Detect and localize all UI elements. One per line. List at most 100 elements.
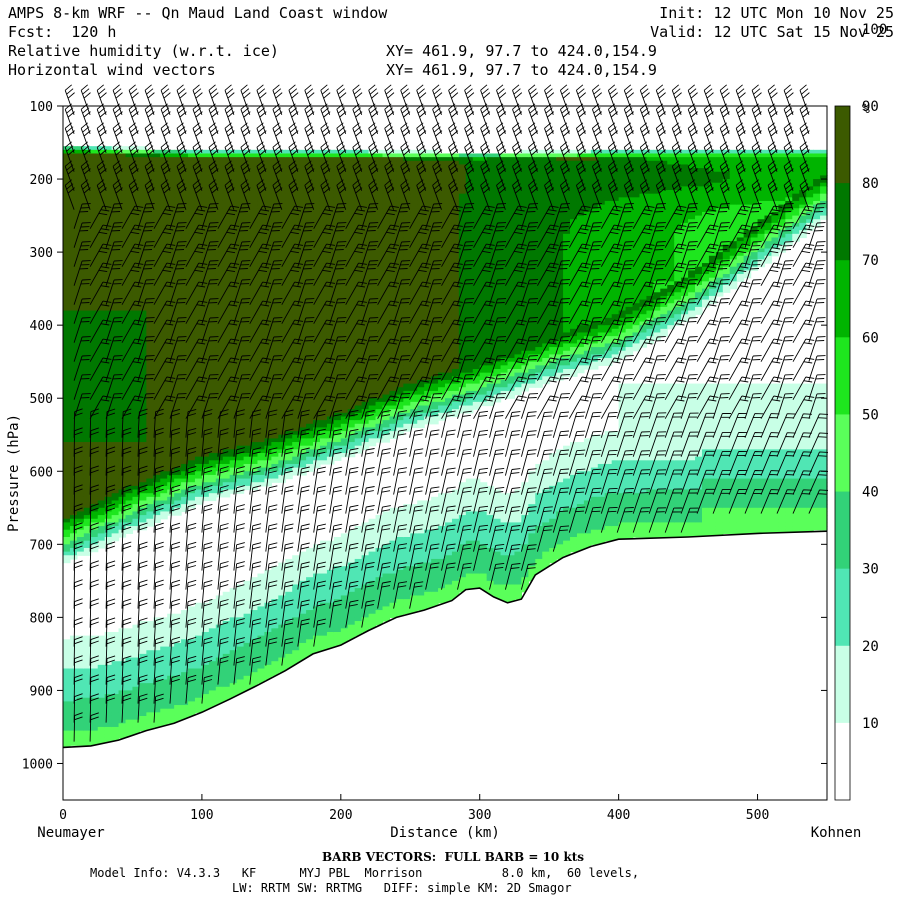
rh-cell: [153, 376, 161, 381]
rh-cell: [243, 591, 252, 597]
rh-cell: [215, 679, 224, 684]
rh-cell: [167, 642, 175, 648]
rh-cell: [97, 679, 106, 684]
rh-cell: [319, 299, 328, 304]
rh-cell: [160, 347, 168, 352]
rh-cell: [292, 263, 300, 268]
rh-cell: [146, 474, 154, 480]
rh-cell: [264, 310, 272, 315]
rh-cell: [90, 730, 99, 735]
rh-cell: [222, 642, 231, 648]
rh-cell: [201, 635, 210, 640]
rh-cell: [215, 277, 224, 282]
rh-cell: [63, 219, 71, 224]
rh-cell: [194, 368, 203, 374]
rh-cell: [76, 288, 85, 293]
rh-cell: [222, 599, 231, 604]
rh-cell: [194, 336, 203, 341]
rh-cell: [271, 328, 279, 334]
rh-cell: [97, 675, 106, 681]
rh-cell: [194, 252, 203, 257]
rh-cell: [285, 288, 293, 293]
rh-cell: [167, 270, 175, 275]
rh-cell: [63, 405, 71, 410]
rh-cell: [319, 350, 328, 355]
rh-cell: [299, 453, 307, 458]
rh-cell: [264, 463, 272, 469]
rh-cell: [313, 591, 321, 597]
rh-cell: [271, 653, 279, 659]
rh-cell: [306, 438, 314, 443]
rh-cell: [306, 650, 314, 655]
rh-cell: [139, 460, 147, 465]
rh-cell: [90, 668, 99, 673]
rh-cell: [222, 664, 231, 670]
rh-cell: [264, 252, 272, 257]
rh-cell: [299, 215, 307, 220]
rh-cell: [243, 237, 252, 242]
rh-cell: [292, 336, 300, 341]
rh-cell: [292, 456, 300, 461]
rh-cell: [139, 387, 147, 392]
rh-cell: [208, 694, 217, 699]
rh-cell: [313, 398, 321, 403]
rh-cell: [299, 259, 307, 264]
rh-cell: [97, 372, 106, 377]
rh-cell: [278, 591, 286, 597]
rh-cell: [153, 226, 161, 231]
rh-cell: [229, 423, 238, 429]
rh-cell: [236, 252, 245, 257]
rh-cell: [299, 416, 307, 421]
rh-cell: [146, 686, 154, 692]
rh-cell: [97, 288, 106, 293]
rh-cell: [76, 416, 85, 421]
rh-cell: [160, 635, 168, 640]
rh-cell: [111, 284, 120, 290]
rh-cell: [181, 697, 189, 702]
rh-cell: [243, 639, 252, 644]
rh-cell: [139, 445, 147, 450]
rh-cell: [271, 204, 279, 209]
rh-cell: [208, 310, 217, 315]
rh-cell: [285, 405, 293, 410]
rh-cell: [174, 467, 182, 472]
rh-cell: [118, 149, 127, 155]
rh-cell: [146, 383, 154, 388]
rh-cell: [188, 613, 196, 618]
rh-cell: [194, 328, 203, 334]
rh-cell: [167, 215, 175, 220]
rh-cell: [146, 522, 154, 527]
rh-cell: [146, 639, 154, 644]
rh-cell: [319, 569, 328, 575]
rh-cell: [278, 588, 286, 593]
rh-cell: [292, 306, 300, 312]
rh-cell: [201, 303, 210, 308]
rh-cell: [153, 515, 161, 520]
rh-cell: [76, 182, 85, 187]
rh-cell: [111, 274, 120, 279]
rh-cell: [215, 347, 224, 352]
rh-cell: [132, 653, 140, 659]
rh-cell: [278, 211, 286, 217]
rh-cell: [104, 423, 113, 429]
rh-cell: [118, 314, 127, 319]
rh-cell: [278, 562, 286, 567]
rh-cell: [167, 383, 175, 388]
rh-cell: [271, 193, 279, 198]
rh-cell: [326, 438, 335, 443]
rh-cell: [83, 146, 92, 151]
rh-cell: [222, 350, 231, 355]
rh-cell: [250, 270, 259, 275]
rh-cell: [299, 252, 307, 257]
rh-cell: [243, 204, 252, 209]
rh-cell: [139, 675, 147, 681]
rh-cell: [63, 390, 71, 396]
rh-cell: [271, 368, 279, 374]
rh-cell: [118, 146, 127, 151]
rh-cell: [132, 463, 140, 469]
rh-cell: [264, 248, 272, 253]
rh-cell: [319, 270, 328, 275]
rh-cell: [111, 361, 120, 366]
rh-cell: [257, 595, 266, 600]
rh-cell: [243, 336, 252, 341]
